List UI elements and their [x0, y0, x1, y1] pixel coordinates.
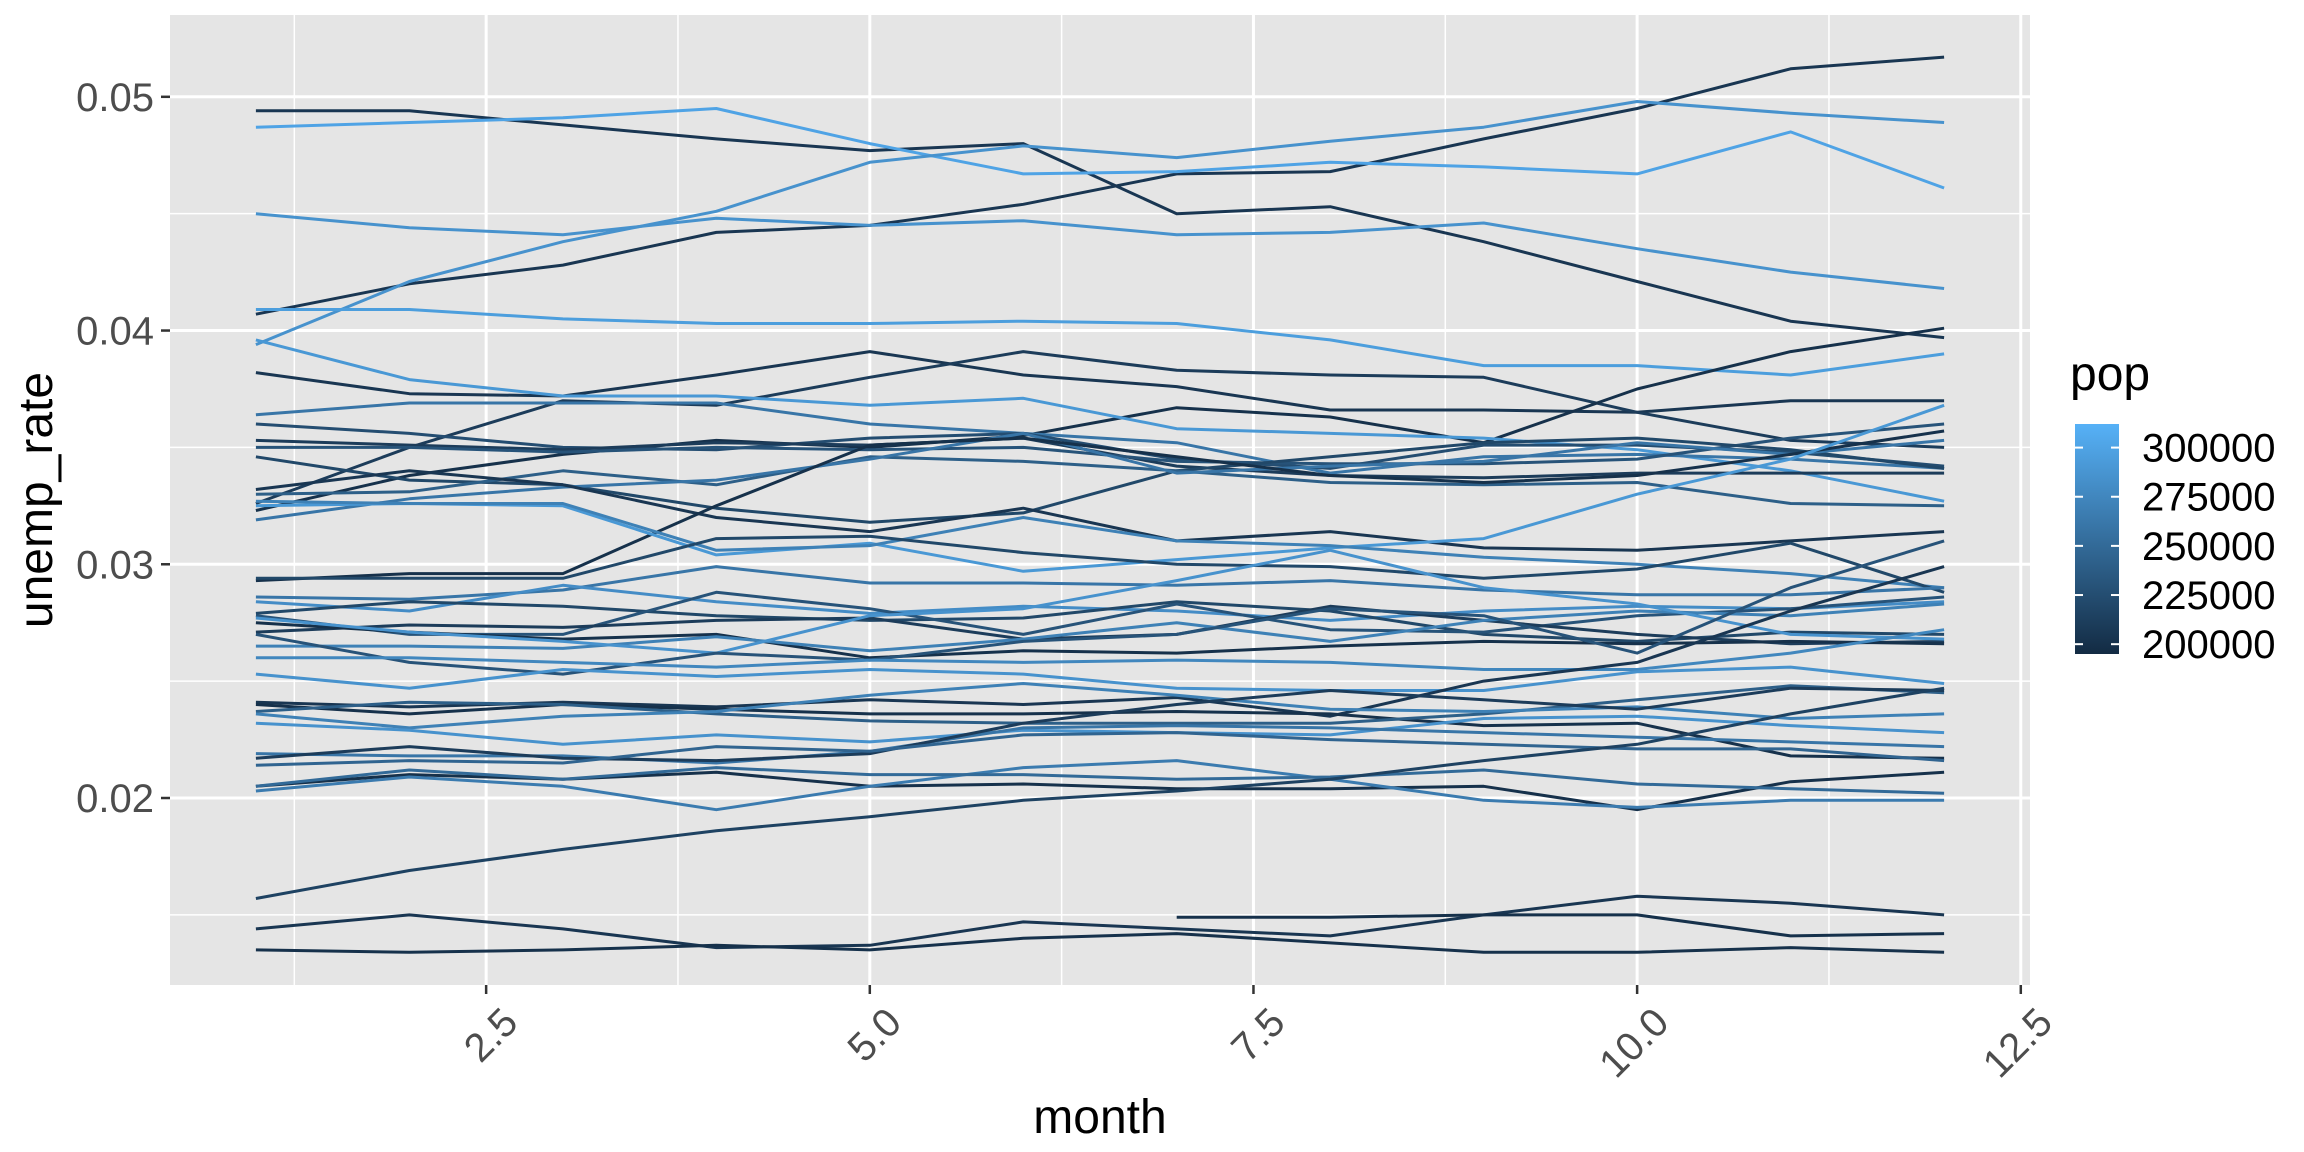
series-line-23: [255, 565, 1945, 601]
series-line-5: [255, 212, 1945, 290]
x-tick-label: 12.5: [1975, 1000, 2061, 1086]
series-line-20: [255, 403, 1945, 573]
series-line-16: [255, 455, 1945, 508]
series-line-41: [255, 731, 1945, 767]
series-line-19: [255, 429, 1945, 583]
plot-panel: [170, 15, 2030, 985]
series-line-22: [255, 534, 1945, 594]
legend-title: pop: [2070, 348, 2150, 401]
legend-label: 300000: [2142, 427, 2275, 471]
series-line-18: [255, 469, 1945, 552]
x-tick-label: 10.0: [1591, 1000, 1677, 1086]
series-line-37: [255, 682, 1945, 730]
series-line-6: [255, 308, 1945, 377]
series-line-38: [255, 714, 1945, 746]
series-line-36: [255, 684, 1945, 725]
series-line-46: [255, 894, 1945, 950]
series-line-7: [255, 350, 1945, 414]
series-line-26: [255, 590, 1945, 636]
series-line-1: [255, 109, 1945, 340]
series-line-48: [1176, 913, 1945, 938]
x-tick-label: 5.0: [840, 1000, 910, 1070]
legend-ticks: 300000 275000 250000 225000 200000: [2075, 427, 2275, 667]
legend-label: 275000: [2142, 476, 2275, 520]
series-lines: [255, 55, 1945, 954]
legend-label: 250000: [2142, 525, 2275, 569]
y-axis-title: unemp_rate: [10, 372, 63, 628]
legend: pop 300000 275000 250000 225000 200000: [2070, 348, 2275, 667]
series-line-8: [255, 350, 1945, 505]
series-line-29: [255, 602, 1945, 653]
series-line-25: [255, 600, 1945, 643]
y-tick-label: 0.05: [76, 76, 154, 120]
x-tick-label: 7.5: [1223, 1000, 1293, 1070]
series-line-45: [255, 686, 1945, 900]
series-line-9: [255, 326, 1945, 512]
legend-label: 225000: [2142, 574, 2275, 618]
x-axis: 2.5 5.0 7.5 10.0 12.5: [456, 985, 2061, 1086]
y-tick-label: 0.04: [76, 310, 154, 354]
series-line-2: [255, 55, 1945, 316]
y-axis: 0.02 0.03 0.04 0.05: [76, 76, 170, 821]
legend-colorbar: [2075, 424, 2119, 654]
major-gridlines: [170, 15, 2030, 985]
series-line-10: [255, 338, 1945, 503]
series-line-40: [255, 686, 1945, 763]
series-line-43: [255, 759, 1945, 812]
x-tick-label: 2.5: [456, 1000, 526, 1070]
y-tick-label: 0.02: [76, 777, 154, 821]
y-tick-label: 0.03: [76, 543, 154, 587]
series-line-15: [255, 436, 1945, 524]
x-axis-title: month: [1033, 1091, 1166, 1144]
series-line-32: [255, 628, 1945, 671]
legend-label: 200000: [2142, 623, 2275, 667]
series-line-44: [255, 766, 1945, 795]
series-line-33: [255, 665, 1945, 692]
series-line-30: [255, 548, 1945, 655]
series-line-47: [255, 932, 1945, 954]
series-line-3: [255, 107, 1945, 190]
series-line-17: [255, 431, 1945, 522]
series-line-4: [255, 100, 1945, 346]
